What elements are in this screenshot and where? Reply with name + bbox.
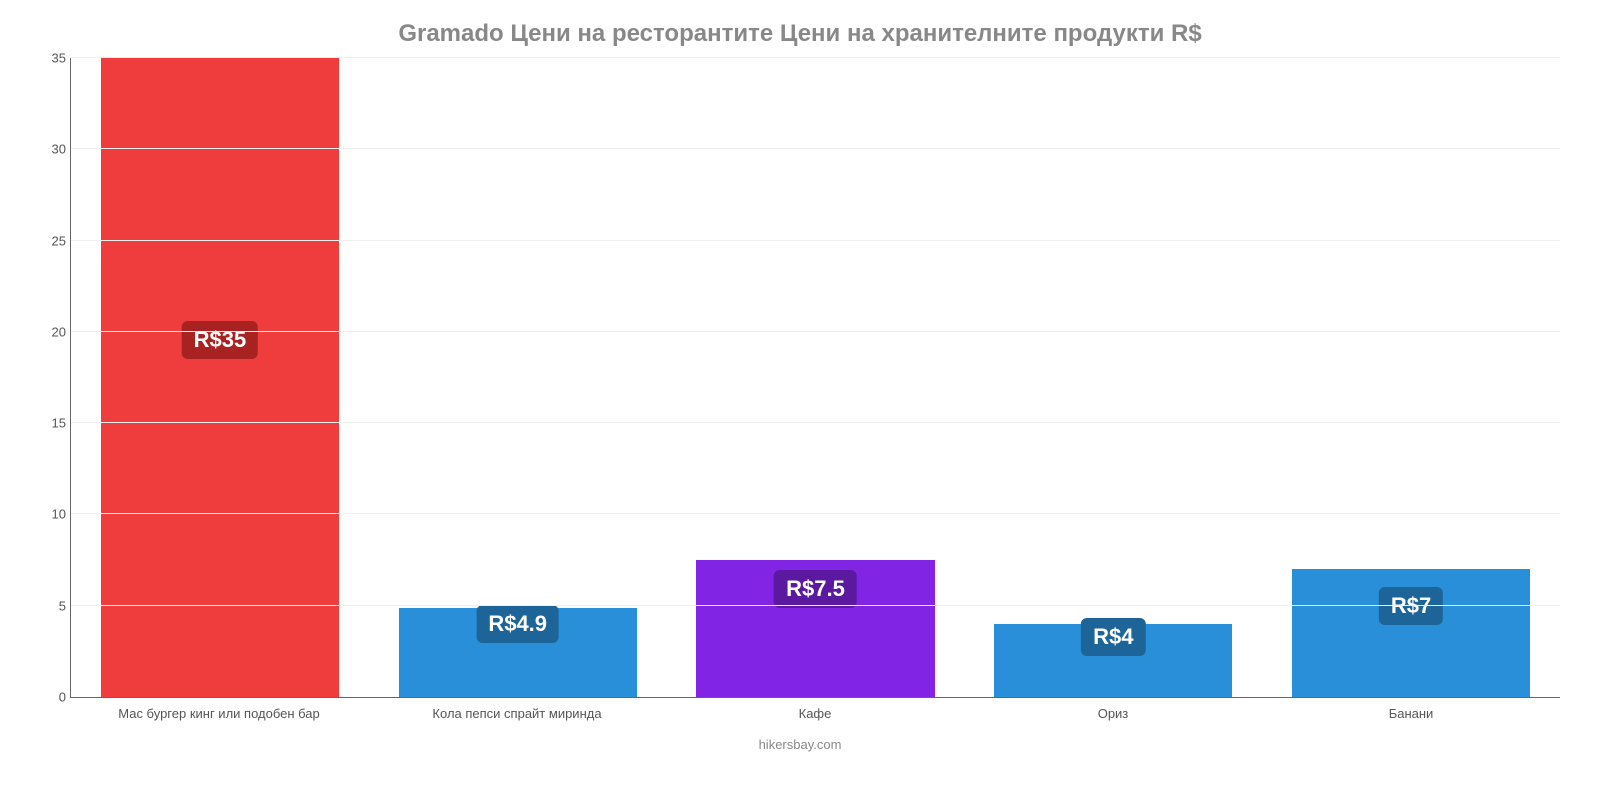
grid-line — [71, 422, 1560, 423]
x-tick-label: Ориз — [964, 706, 1262, 721]
plot-area: R$35R$4.9R$7.5R$4R$7 05101520253035 — [70, 58, 1560, 698]
bar-slot: R$4.9 — [369, 58, 667, 697]
grid-line — [71, 148, 1560, 149]
value-badge: R$7.5 — [774, 570, 857, 608]
grid-line — [71, 605, 1560, 606]
value-badge: R$35 — [182, 321, 259, 359]
y-tick-label: 15 — [41, 416, 66, 431]
grid-line — [71, 513, 1560, 514]
x-axis-labels: Мас бургер кинг или подобен барКола пепс… — [70, 706, 1560, 721]
chart-title: Gramado Цени на ресторантите Цени на хра… — [40, 20, 1560, 48]
x-tick-label: Кафе — [666, 706, 964, 721]
chart-footer: hikersbay.com — [40, 737, 1560, 752]
y-tick-label: 10 — [41, 507, 66, 522]
grid-line — [71, 331, 1560, 332]
bar-slot: R$35 — [71, 58, 369, 697]
bar-slot: R$7.5 — [667, 58, 965, 697]
bar — [101, 58, 339, 697]
y-tick-label: 20 — [41, 324, 66, 339]
y-tick-label: 30 — [41, 142, 66, 157]
x-tick-label: Кола пепси спрайт миринда — [368, 706, 666, 721]
grid-line — [71, 240, 1560, 241]
bar-slot: R$4 — [964, 58, 1262, 697]
y-tick-label: 0 — [41, 690, 66, 705]
bar-slot: R$7 — [1262, 58, 1560, 697]
value-badge: R$4.9 — [476, 605, 559, 643]
y-tick-label: 5 — [41, 598, 66, 613]
value-badge: R$4 — [1081, 618, 1145, 656]
grid-line — [71, 57, 1560, 58]
y-tick-label: 35 — [41, 51, 66, 66]
x-tick-label: Мас бургер кинг или подобен бар — [70, 706, 368, 721]
bars-container: R$35 R$4.9 R$7.5 R$4 R$7 — [71, 58, 1560, 697]
x-tick-label: Банани — [1262, 706, 1560, 721]
price-chart: Gramado Цени на ресторантите Цени на хра… — [0, 0, 1600, 800]
y-tick-label: 25 — [41, 233, 66, 248]
